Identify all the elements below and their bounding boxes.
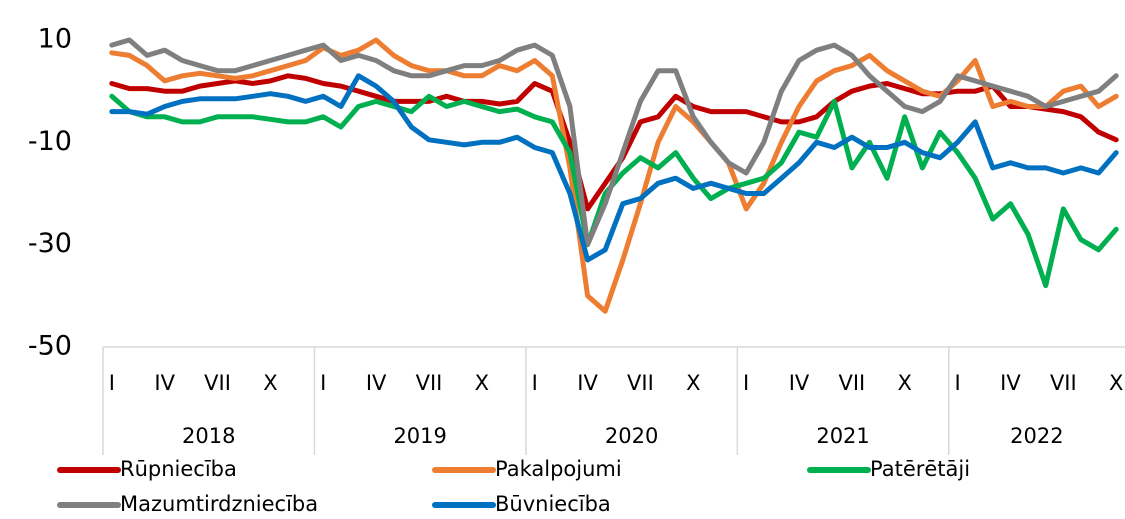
x-tick-label: I: [743, 371, 749, 395]
series-line: [109, 93, 1119, 289]
year-label: 2020: [605, 424, 658, 448]
series-line: [109, 73, 1119, 263]
year-label: 2019: [393, 424, 446, 448]
x-tick-label: VII: [204, 371, 231, 395]
y-tick-label: -10: [28, 126, 72, 157]
x-tick-label: X: [898, 371, 912, 395]
legend-label: Rūpniecība: [120, 457, 237, 481]
y-tick-label: -30: [28, 228, 72, 259]
x-tick-label: X: [686, 371, 700, 395]
x-tick-label: X: [475, 371, 489, 395]
x-tick-label: IV: [577, 371, 598, 395]
year-label: 2022: [1010, 424, 1063, 448]
year-label: 2021: [816, 424, 869, 448]
x-tick-label: VII: [838, 371, 865, 395]
x-tick-label: X: [263, 371, 277, 395]
x-tick-label: VII: [1050, 371, 1077, 395]
series-line: [109, 37, 1119, 248]
x-tick-label: I: [955, 371, 961, 395]
legend-label: Mazumtirdzniecība: [120, 492, 318, 516]
legend-label: Pakalpojumi: [495, 457, 622, 481]
x-tick-label: VII: [627, 371, 654, 395]
x-tick-label: I: [320, 371, 326, 395]
x-tick-label: VII: [416, 371, 443, 395]
x-tick-label: IV: [1000, 371, 1021, 395]
year-label: 2018: [182, 424, 235, 448]
y-tick-label: -50: [28, 331, 72, 362]
y-tick-label: 10: [38, 24, 72, 55]
x-tick-label: I: [109, 371, 115, 395]
x-tick-label: X: [1109, 371, 1123, 395]
legend-label: Patērētāji: [870, 457, 970, 481]
legend-label: Būvniecība: [495, 492, 611, 516]
plot-area: [109, 37, 1119, 314]
x-tick-label: IV: [789, 371, 810, 395]
x-tick-label: IV: [154, 371, 175, 395]
x-tick-label: IV: [366, 371, 387, 395]
x-tick-label: I: [532, 371, 538, 395]
